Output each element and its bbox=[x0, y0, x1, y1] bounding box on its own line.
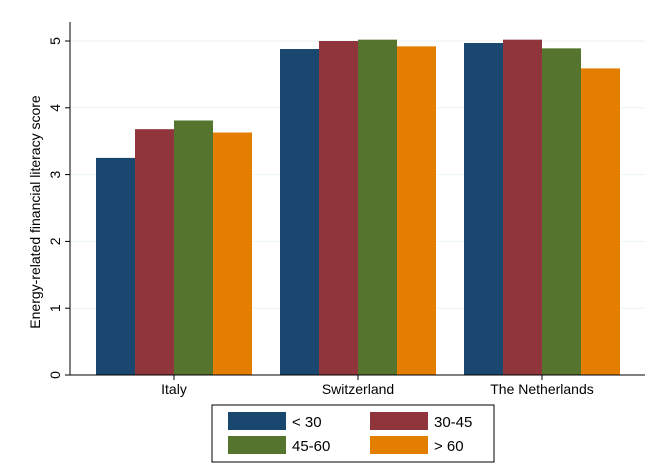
legend-label: 45-60 bbox=[292, 438, 330, 455]
x-axis: Italy Switzerland The Netherlands bbox=[70, 374, 645, 397]
legend-swatch bbox=[370, 436, 428, 454]
x-tick-label: Switzerland bbox=[322, 381, 394, 397]
y-tick-label: 3 bbox=[47, 170, 63, 178]
legend: < 30 30-45 45-60 > 60 bbox=[211, 404, 495, 463]
y-axis: 0 1 2 3 4 5 bbox=[47, 22, 71, 379]
legend-label: > 60 bbox=[434, 438, 464, 455]
legend-swatch bbox=[228, 412, 286, 430]
legend-label: < 30 bbox=[292, 414, 322, 431]
y-axis-title: Energy-related financial literacy score bbox=[27, 95, 43, 329]
bar bbox=[358, 39, 397, 375]
y-tick-label: 4 bbox=[47, 104, 63, 112]
bar bbox=[542, 48, 581, 376]
bar bbox=[319, 41, 358, 375]
bar bbox=[135, 129, 174, 375]
bar bbox=[503, 39, 542, 375]
legend-swatch bbox=[370, 412, 428, 430]
y-tick-label: 2 bbox=[47, 237, 63, 245]
y-tick-label: 5 bbox=[47, 37, 63, 45]
bars bbox=[96, 39, 620, 376]
x-tick-label: Italy bbox=[161, 381, 187, 397]
bar bbox=[280, 49, 319, 376]
bar bbox=[213, 132, 252, 375]
legend-swatch bbox=[228, 436, 286, 454]
y-tick-label: 1 bbox=[47, 304, 63, 312]
bar bbox=[464, 43, 503, 376]
y-tick-label: 0 bbox=[47, 371, 63, 379]
bar bbox=[96, 157, 135, 375]
bar bbox=[581, 68, 620, 375]
legend-label: 30-45 bbox=[434, 414, 472, 431]
x-tick-label: The Netherlands bbox=[490, 381, 594, 397]
bar bbox=[397, 46, 436, 376]
bar bbox=[174, 120, 213, 375]
